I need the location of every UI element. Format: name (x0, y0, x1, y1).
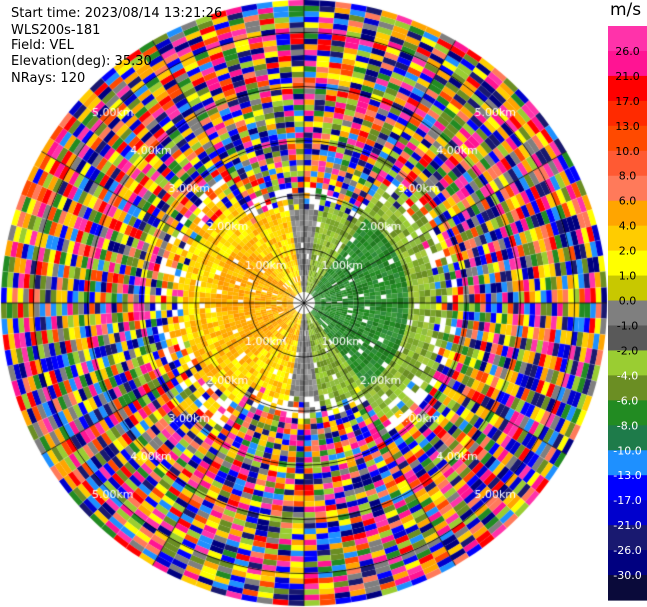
colorbar-swatch (608, 450, 647, 476)
colorbar-unit: m/s (610, 0, 642, 20)
ppi-velocity-plot (0, 0, 608, 607)
colorbar-tick-label: -6.0 (617, 394, 638, 407)
colorbar-swatch (608, 50, 647, 77)
colorbar-tick-label: -4.0 (617, 369, 638, 382)
colorbar-swatch (608, 475, 647, 501)
colorbar-swatch (608, 26, 647, 52)
colorbar-swatch (608, 375, 647, 401)
colorbar-swatch (608, 150, 647, 177)
colorbar-swatch (608, 500, 647, 526)
colorbar-tick-label: -8.0 (617, 419, 638, 432)
colorbar-swatch (608, 325, 647, 352)
colorbar-swatch (608, 200, 647, 227)
colorbar-swatch (608, 175, 647, 202)
colorbar-tick-label: 26.0 (615, 45, 640, 58)
colorbar-swatch (608, 350, 647, 376)
colorbar-tick-label: 4.0 (619, 220, 637, 233)
colorbar-swatch (608, 225, 647, 252)
colorbar-swatch (608, 425, 647, 451)
velocity-colorbar: 26.0 21.0 17.0 13.0 10.0 8.0 6.0 4.0 2.0 1.0 0.0 -1… (608, 26, 647, 601)
colorbar-swatch (608, 550, 647, 576)
colorbar-tick-label: 8.0 (619, 170, 637, 183)
colorbar-swatch (608, 300, 647, 327)
field-label: Field: VEL (11, 38, 74, 53)
colorbar-swatch (608, 400, 647, 426)
colorbar-tick-label: -13.0 (613, 469, 641, 482)
nrays-label: NRays: 120 (11, 71, 86, 86)
colorbar-swatch (608, 125, 647, 152)
colorbar-tick-label: -30.0 (613, 569, 641, 582)
colorbar-tick-label: -26.0 (613, 544, 641, 557)
start-time-label: Start time: 2023/08/14 13:21:26 (11, 6, 223, 21)
colorbar-swatch (608, 100, 647, 127)
colorbar-swatch (608, 275, 647, 302)
colorbar-tick-label: 2.0 (619, 245, 637, 258)
colorbar-swatch (608, 575, 647, 601)
colorbar-tick-label: 6.0 (619, 195, 637, 208)
instrument-label: WLS200s-181 (11, 23, 101, 38)
colorbar-tick-label: 1.0 (619, 270, 637, 283)
colorbar-swatch (608, 250, 647, 277)
colorbar-tick-label: -10.0 (613, 444, 641, 457)
colorbar-tick-label: 10.0 (615, 145, 640, 158)
colorbar-tick-label: -2.0 (617, 344, 638, 357)
colorbar-swatch (608, 75, 647, 102)
colorbar-tick-label: -21.0 (613, 519, 641, 532)
elevation-label: Elevation(deg): 35.30 (11, 54, 152, 69)
colorbar-tick-label: -17.0 (613, 494, 641, 507)
colorbar-tick-label: 17.0 (615, 95, 640, 108)
colorbar-swatch (608, 525, 647, 551)
colorbar-tick-label: 0.0 (619, 295, 637, 308)
colorbar-tick-label: 13.0 (615, 120, 640, 133)
colorbar-tick-label: 21.0 (615, 70, 640, 83)
colorbar-tick-label: -1.0 (617, 319, 638, 332)
